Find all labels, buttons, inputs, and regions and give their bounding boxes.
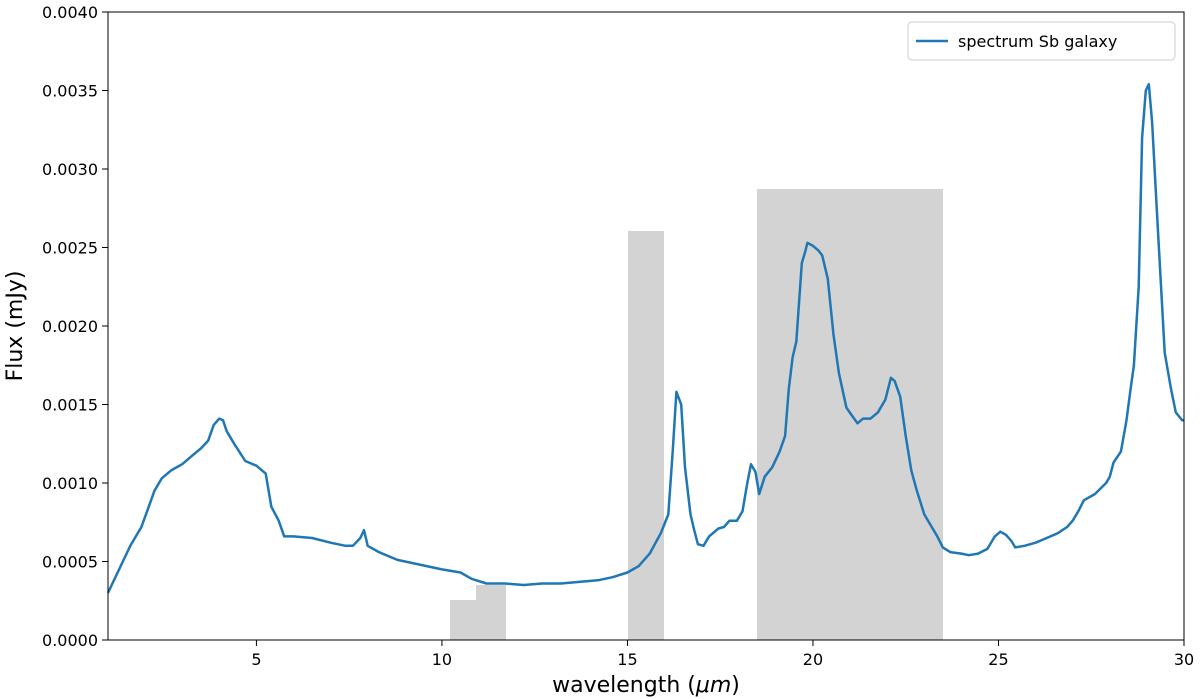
y-tick-label: 0.0030 xyxy=(42,160,98,179)
y-axis-label: Flux (mJy) xyxy=(3,271,28,382)
series-line-1 xyxy=(106,82,1184,594)
y-tick-label: 0.0025 xyxy=(42,239,98,258)
shaded-band-3 xyxy=(628,231,664,640)
x-axis: 5 10 15 20 25 30 xyxy=(251,640,1194,669)
x-tick-label: 25 xyxy=(988,650,1008,669)
y-tick-label: 0.0020 xyxy=(42,317,98,336)
y-tick-label: 0.0000 xyxy=(42,631,98,650)
y-axis: 0.0000 0.0005 0.0010 0.0015 0.0020 0.0025 0.00… xyxy=(42,3,108,650)
y-tick-label: 0.0035 xyxy=(42,82,98,101)
x-tick-label: 30 xyxy=(1174,650,1194,669)
shaded-band-2 xyxy=(476,585,506,640)
x-tick-label: 20 xyxy=(803,650,823,669)
x-tick-label: 10 xyxy=(432,650,452,669)
legend-label: spectrum Sb galaxy xyxy=(958,32,1117,51)
shaded-band-1 xyxy=(450,600,476,640)
x-tick-label: 5 xyxy=(251,650,261,669)
x-axis-label: wavelength (μm) xyxy=(552,673,740,698)
legend-box xyxy=(907,21,1176,61)
legend: spectrum Sb galaxy xyxy=(907,21,1176,61)
series-layer xyxy=(106,82,1184,594)
x-tick-label: 15 xyxy=(617,650,637,669)
y-tick-label: 0.0015 xyxy=(42,396,98,415)
y-tick-label: 0.0010 xyxy=(42,474,98,493)
y-tick-label: 0.0005 xyxy=(42,553,98,572)
y-tick-label: 0.0040 xyxy=(42,3,98,22)
